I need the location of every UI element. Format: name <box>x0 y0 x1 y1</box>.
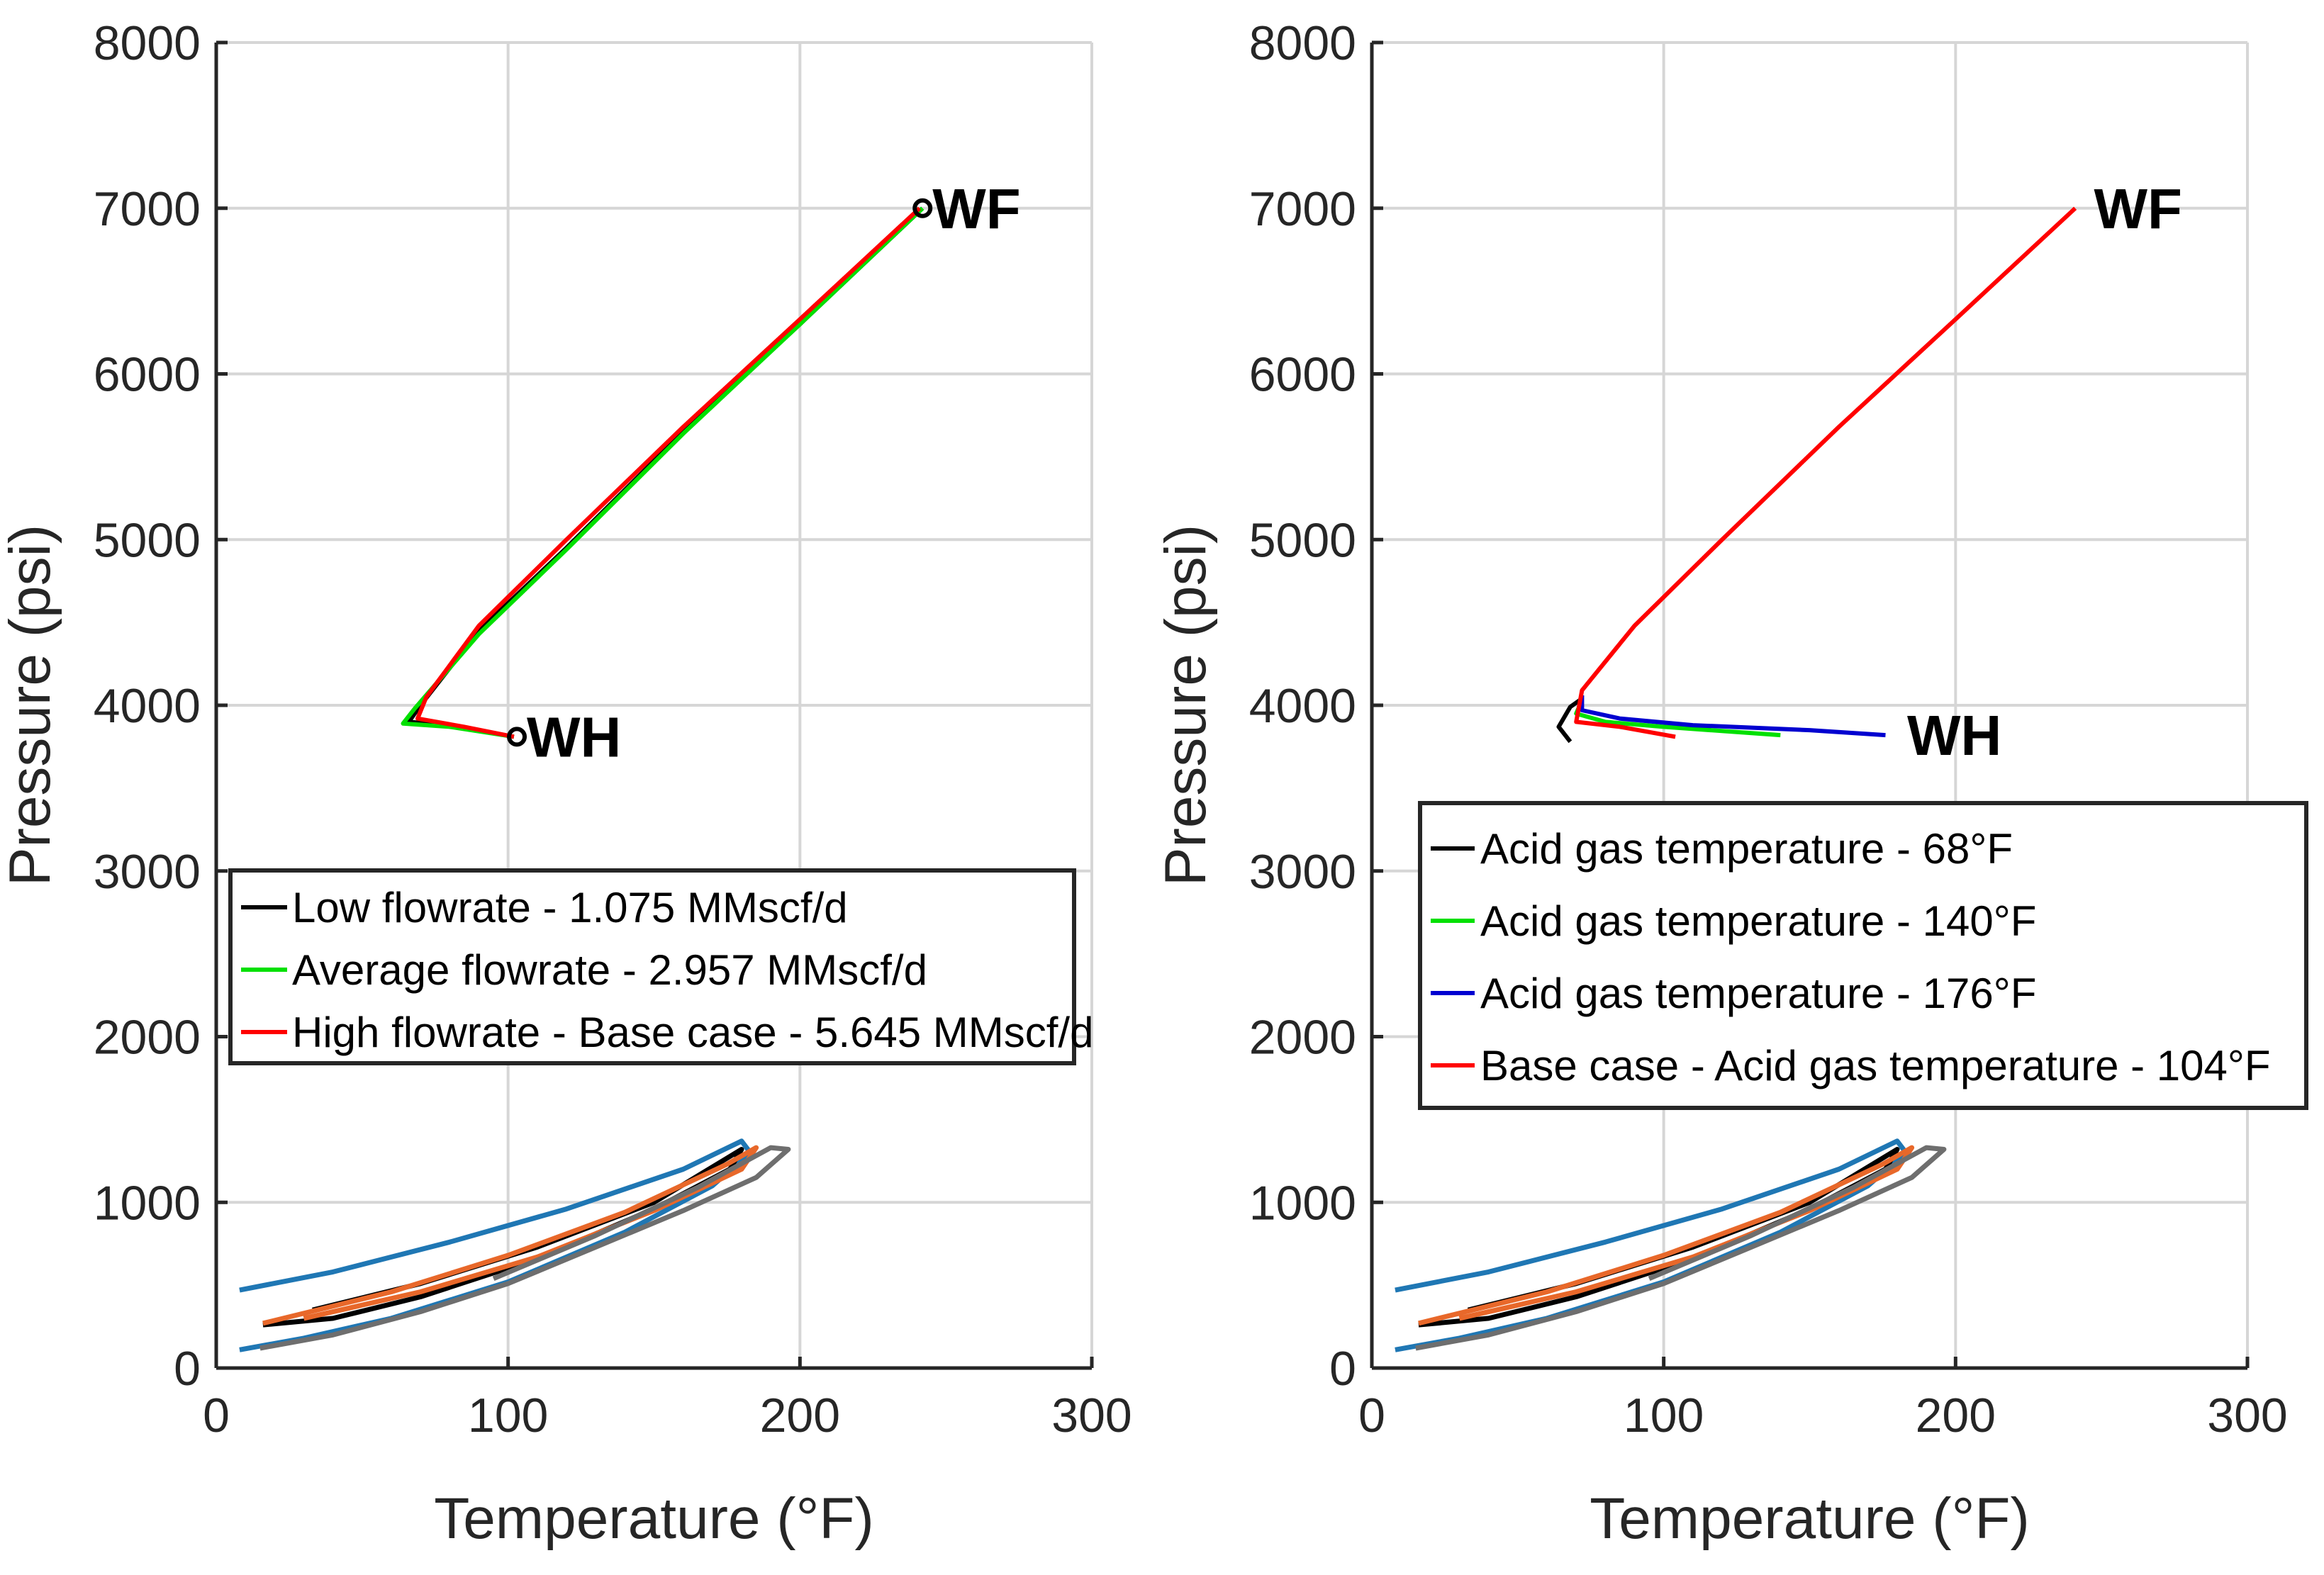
series-line-green <box>401 206 924 739</box>
y-tick-label: 5000 <box>94 513 201 567</box>
x-axis-label: Temperature (°F) <box>1590 1486 2030 1551</box>
legend-label: Acid gas temperature - 68°F <box>1480 825 2013 873</box>
x-tick-label: 100 <box>1624 1389 1704 1442</box>
legend-label: High flowrate - Base case - 5.645 MMscf/… <box>292 1009 1093 1056</box>
annotation-wh: WH <box>1907 704 2001 767</box>
annotation-wf: WF <box>932 177 1020 240</box>
series-line-red <box>415 206 922 739</box>
y-tick-label: 7000 <box>1249 182 1356 236</box>
y-tick-label: 2000 <box>94 1011 201 1065</box>
marker-wh <box>507 727 527 747</box>
legend-box <box>1418 801 2308 1110</box>
y-tick-label: 1000 <box>1249 1176 1356 1230</box>
y-tick-label: 0 <box>174 1342 201 1396</box>
legend-label: Acid gas temperature - 176°F <box>1480 970 2036 1017</box>
y-tick-label: 3000 <box>94 845 201 899</box>
y-axis-label: Pressure (psi) <box>1153 525 1218 886</box>
x-tick-label: 200 <box>760 1389 840 1442</box>
y-tick-label: 3000 <box>1249 845 1356 899</box>
annotation-wh: WH <box>527 705 621 768</box>
envelope-curve-gray <box>1415 1145 1947 1351</box>
legend-label: Average flowrate - 2.957 MMscf/d <box>292 946 927 994</box>
y-tick-label: 2000 <box>1249 1011 1356 1065</box>
envelope-curve-orange <box>1418 1145 1915 1326</box>
x-tick-label: 300 <box>1051 1389 1132 1442</box>
legend-label: Low flowrate - 1.075 MMscf/d <box>292 884 848 931</box>
envelope-curve-orange <box>262 1145 759 1326</box>
series-line-red <box>1574 206 2077 739</box>
legend-label: Base case - Acid gas temperature - 104°F <box>1480 1042 2271 1089</box>
y-tick-label: 6000 <box>94 348 201 402</box>
legend: Acid gas temperature - 68°F Acid gas temp… <box>1418 801 2308 1110</box>
marker-wf <box>912 198 933 218</box>
x-tick-label: 0 <box>1358 1389 1385 1442</box>
x-tick-label: 0 <box>203 1389 230 1442</box>
series-line-black <box>406 206 924 739</box>
y-tick-label: 1000 <box>94 1176 201 1230</box>
y-tick-label: 5000 <box>1249 513 1356 567</box>
y-tick-label: 0 <box>1329 1342 1356 1396</box>
x-axis-label: Temperature (°F) <box>434 1486 874 1551</box>
envelope-curve-gray <box>259 1145 791 1351</box>
series-line-blue <box>1580 695 1886 738</box>
y-axis-label: Pressure (psi) <box>0 525 62 886</box>
y-tick-label: 8000 <box>1249 16 1356 70</box>
x-tick-label: 200 <box>1916 1389 1996 1442</box>
x-tick-label: 300 <box>2207 1389 2287 1442</box>
y-tick-label: 4000 <box>94 679 201 733</box>
x-tick-label: 100 <box>468 1389 548 1442</box>
y-tick-label: 6000 <box>1249 348 1356 402</box>
series-line-black <box>1556 697 1584 744</box>
y-tick-label: 4000 <box>1249 679 1356 733</box>
legend-box <box>228 868 1076 1065</box>
legend-label: Acid gas temperature - 140°F <box>1480 897 2036 945</box>
y-tick-label: 8000 <box>94 16 201 70</box>
y-tick-label: 7000 <box>94 182 201 236</box>
legend: Low flowrate - 1.075 MMscf/d Average flow… <box>228 868 1093 1065</box>
annotation-wf: WF <box>2094 177 2181 240</box>
